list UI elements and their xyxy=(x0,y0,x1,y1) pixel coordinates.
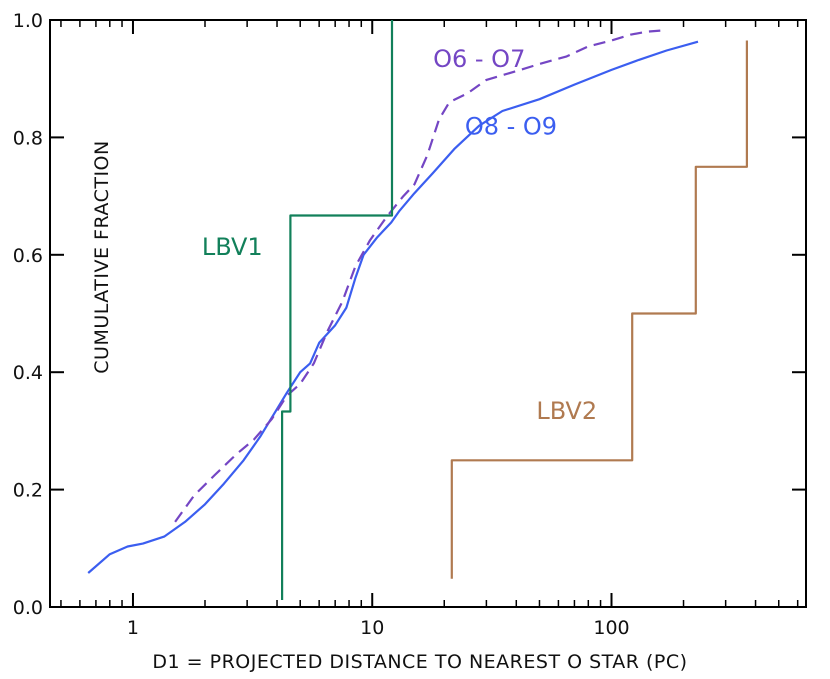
series-label: O8 - O9 xyxy=(465,112,557,140)
x-axis-title: D1 = PROJECTED DISTANCE TO NEAREST O STA… xyxy=(152,651,687,673)
axis-ticks xyxy=(50,19,806,608)
x-tick-label: 100 xyxy=(593,617,629,639)
y-tick-label: 0.2 xyxy=(13,480,43,502)
y-tick-label: 0.0 xyxy=(13,597,43,619)
x-tick-label: 1 xyxy=(127,617,139,639)
y-tick-label: 0.4 xyxy=(13,362,43,384)
series-labels: O8 - O9 O6 - O7 LBV1 LBV2 xyxy=(202,45,597,425)
plot-frame xyxy=(49,19,807,608)
y-tick-label: 0.6 xyxy=(13,245,43,267)
series-lines xyxy=(87,20,749,600)
series-line-o8-o9 xyxy=(87,40,699,574)
series-label: LBV2 xyxy=(536,397,597,425)
axis-tick-labels: 0.0 0.2 0.4 0.6 0.8 1.0 1 10 100 xyxy=(13,10,630,639)
x-tick-label: 10 xyxy=(360,617,384,639)
series-line-lbv1 xyxy=(281,20,394,600)
series-label: LBV1 xyxy=(202,233,263,261)
y-tick-label: 1.0 xyxy=(13,10,43,32)
y-axis-title: CUMULATIVE FRACTION xyxy=(91,140,113,373)
y-tick-label: 0.8 xyxy=(13,127,43,149)
series-label: O6 - O7 xyxy=(433,45,525,73)
series-line-o6-o7 xyxy=(174,29,661,523)
series-line-lbv2 xyxy=(450,40,749,579)
